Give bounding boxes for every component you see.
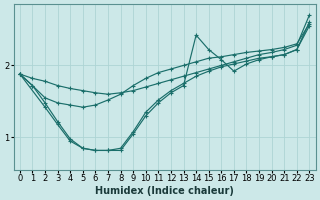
X-axis label: Humidex (Indice chaleur): Humidex (Indice chaleur) bbox=[95, 186, 234, 196]
